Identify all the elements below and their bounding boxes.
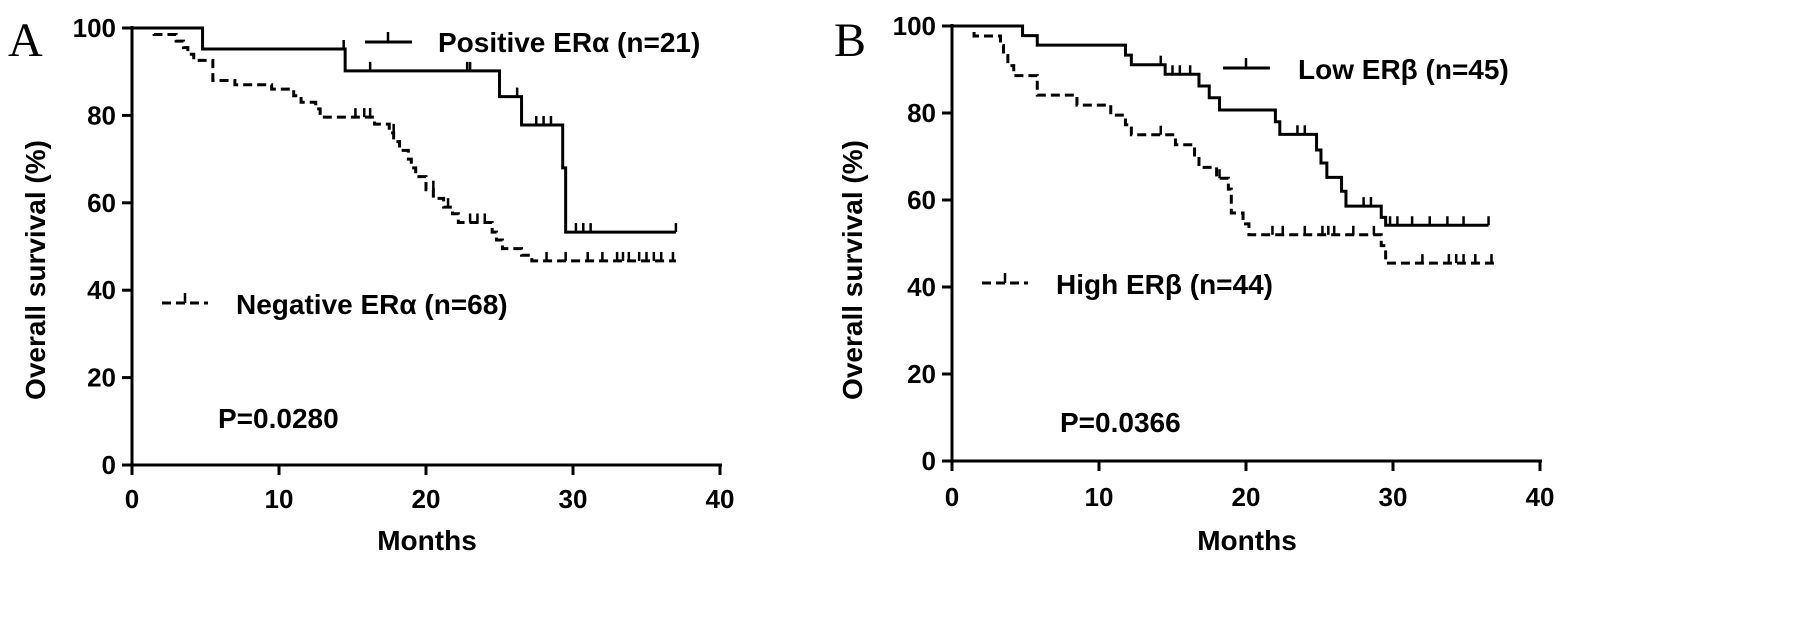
panel-b-y-tick-label: 0 (922, 446, 936, 476)
panel-b-chart: B Overall survival (%) Months P=0.0366 L… (834, 11, 1554, 556)
panel-a-series-dashed-line (132, 26, 676, 263)
panel-b-y-tick-label: 80 (907, 98, 936, 128)
panel-a-y-tick-label: 60 (87, 188, 116, 218)
panel-b-series-dashed-line (952, 24, 1496, 265)
panel-a-letter: A (8, 14, 43, 67)
panel-b-x-tick-label: 40 (1526, 482, 1555, 512)
panel-a-y-tick-label: 0 (102, 450, 116, 480)
panel-b-x-tick-label: 0 (945, 482, 959, 512)
panel-b-x-tick-label: 20 (1232, 482, 1261, 512)
panel-b-y-tick-label: 100 (893, 11, 936, 41)
panel-a-x-axis-title: Months (377, 525, 477, 556)
panel-b-y-tick-label: 20 (907, 359, 936, 389)
panel-a-y-axis-title: Overall survival (%) (20, 140, 51, 400)
panel-b-legend-dashed-label: High ERβ (n=44) (1056, 269, 1273, 300)
panel-b-y-axis-title: Overall survival (%) (837, 140, 868, 400)
panel-b-y-tick-label: 60 (907, 185, 936, 215)
panel-b-p-value: P=0.0366 (1060, 407, 1181, 438)
panel-a-legend: Positive ERα (n=21) Negative ERα (n=68) (162, 27, 700, 320)
panel-b-letter: B (834, 14, 866, 67)
panel-a-p-value: P=0.0280 (218, 403, 339, 434)
panel-a-y-tick-label: 100 (73, 13, 116, 43)
panel-a-y-tick-label: 40 (87, 275, 116, 305)
panel-a-x-tick-label: 20 (412, 484, 441, 514)
panel-a-chart: A Overall survival (%) Months P=0.0280 P… (8, 13, 734, 556)
panel-a-legend-dashed-label: Negative ERα (n=68) (236, 289, 508, 320)
panel-a-x-tick-label: 10 (265, 484, 294, 514)
panel-b-legend-solid-label: Low ERβ (n=45) (1298, 54, 1509, 85)
panel-b-y-tick-label: 40 (907, 272, 936, 302)
panel-a-x-tick-label: 30 (559, 484, 588, 514)
panel-b-legend: Low ERβ (n=45) High ERβ (n=44) (982, 54, 1509, 300)
panel-b-series-solid-line (952, 24, 1489, 227)
panel-b-x-tick-label: 30 (1379, 482, 1408, 512)
panel-a-x-tick-label: 40 (706, 484, 735, 514)
panel-a-series-solid-line (132, 26, 676, 234)
panel-a-y-tick-label: 20 (87, 363, 116, 393)
panel-a-y-tick-label: 80 (87, 100, 116, 130)
panel-a-legend-solid-label: Positive ERα (n=21) (438, 27, 700, 58)
panel-a-x-tick-label: 0 (125, 484, 139, 514)
panel-b-x-axis-title: Months (1197, 525, 1297, 556)
panel-b-x-tick-label: 10 (1085, 482, 1114, 512)
